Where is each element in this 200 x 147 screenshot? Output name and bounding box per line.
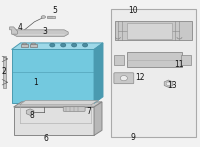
- Circle shape: [50, 43, 55, 47]
- Circle shape: [83, 43, 88, 47]
- Bar: [111, 9, 196, 137]
- FancyBboxPatch shape: [63, 107, 85, 111]
- Text: 13: 13: [168, 81, 177, 90]
- Bar: [181, 55, 191, 65]
- Polygon shape: [13, 30, 68, 36]
- Bar: [21, 44, 28, 47]
- Polygon shape: [10, 27, 18, 34]
- Bar: [127, 22, 172, 39]
- Circle shape: [61, 43, 66, 47]
- Text: 11: 11: [175, 60, 184, 69]
- FancyBboxPatch shape: [114, 73, 134, 84]
- Ellipse shape: [41, 16, 46, 18]
- Polygon shape: [14, 102, 102, 107]
- Bar: [127, 52, 182, 67]
- Text: 12: 12: [135, 73, 144, 82]
- Polygon shape: [20, 100, 98, 105]
- Text: 4: 4: [18, 23, 23, 32]
- Ellipse shape: [31, 43, 36, 45]
- Text: 2: 2: [2, 67, 7, 76]
- Bar: [30, 44, 37, 47]
- Text: 5: 5: [52, 6, 57, 15]
- Text: 9: 9: [130, 133, 135, 142]
- Bar: [3, 56, 6, 88]
- Circle shape: [72, 43, 77, 47]
- Text: 3: 3: [42, 27, 47, 36]
- Bar: [114, 55, 124, 65]
- Text: 6: 6: [44, 134, 49, 143]
- Circle shape: [166, 82, 171, 85]
- Polygon shape: [94, 43, 103, 103]
- Circle shape: [120, 76, 127, 81]
- Bar: [14, 107, 94, 135]
- Bar: [12, 50, 94, 103]
- Ellipse shape: [22, 43, 27, 45]
- Text: 10: 10: [128, 6, 138, 15]
- Text: 7: 7: [87, 107, 92, 116]
- Polygon shape: [12, 43, 103, 50]
- Bar: [115, 21, 192, 40]
- Text: 1: 1: [33, 78, 38, 87]
- Text: 8: 8: [29, 111, 34, 120]
- Bar: [47, 16, 55, 18]
- Polygon shape: [94, 102, 102, 135]
